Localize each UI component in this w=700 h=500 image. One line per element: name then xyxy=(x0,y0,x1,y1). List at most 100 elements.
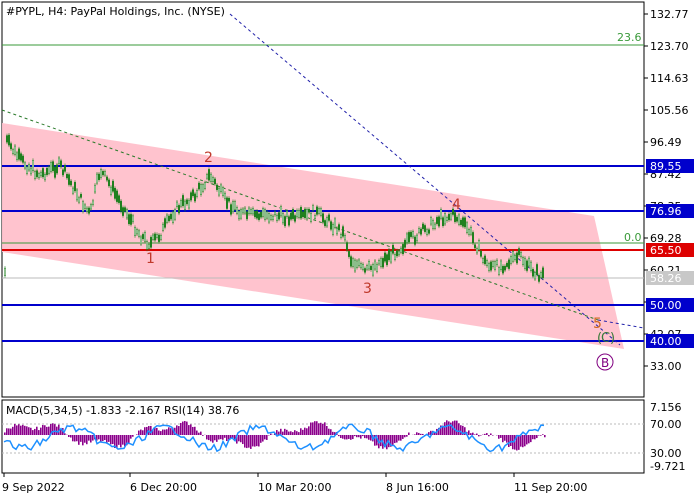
macd-bar xyxy=(472,432,474,435)
macd-bar xyxy=(328,428,330,435)
candle-body xyxy=(80,193,82,198)
wave-label-c-right: ) xyxy=(610,331,615,346)
candle-body xyxy=(186,199,188,205)
candle-body xyxy=(256,210,258,219)
macd-bar xyxy=(306,428,308,435)
macd-bar xyxy=(414,434,416,435)
macd-bar xyxy=(384,435,386,448)
candle-body xyxy=(432,220,434,229)
macd-bar xyxy=(166,429,168,435)
candle-body xyxy=(446,217,448,221)
candle-body xyxy=(206,174,208,179)
macd-bar xyxy=(430,430,432,435)
candle-body xyxy=(450,213,452,220)
candle-body xyxy=(510,256,512,264)
candle-body xyxy=(172,211,174,223)
candle-body xyxy=(318,208,320,214)
macd-bar xyxy=(64,433,66,435)
candle-body xyxy=(166,214,168,223)
candle-body xyxy=(198,182,200,190)
macd-bar xyxy=(444,422,446,435)
candle-body xyxy=(208,169,210,181)
candle-body xyxy=(460,219,462,225)
macd-bar xyxy=(318,423,320,435)
macd-bar xyxy=(282,431,284,435)
candle-body xyxy=(122,207,124,216)
macd-bar xyxy=(292,432,294,435)
macd-bar xyxy=(258,435,260,447)
macd-bar xyxy=(82,435,84,446)
candle-body xyxy=(32,160,34,172)
candle-body xyxy=(416,234,418,242)
macd-bar xyxy=(58,424,60,435)
macd-bar xyxy=(156,427,158,435)
macd-bar xyxy=(104,435,106,441)
candle-body xyxy=(338,224,340,231)
candle-body xyxy=(108,179,110,187)
candle-body xyxy=(472,232,474,244)
macd-bar xyxy=(8,428,10,435)
candle-body xyxy=(492,261,494,267)
candle-body xyxy=(240,209,242,219)
macd-bar xyxy=(524,435,526,447)
candle-body xyxy=(464,217,466,228)
macd-bar xyxy=(402,435,404,439)
candle-body xyxy=(326,217,328,227)
candle-body xyxy=(362,263,364,270)
macd-bar xyxy=(112,435,114,445)
macd-bar xyxy=(498,435,500,439)
candle-body xyxy=(22,155,24,163)
candle-body xyxy=(418,228,420,233)
candle-body xyxy=(104,171,106,176)
macd-bar xyxy=(470,433,472,435)
candle-body xyxy=(500,260,502,271)
macd-bar xyxy=(228,435,230,440)
macd-bar xyxy=(176,425,178,435)
macd-bar xyxy=(12,426,14,435)
macd-bar xyxy=(280,428,282,435)
candle-body xyxy=(382,258,384,268)
candle-body xyxy=(400,247,402,253)
candle-body xyxy=(112,180,114,192)
candle-body xyxy=(454,212,456,222)
price-tick: 96.49 xyxy=(650,136,682,149)
candle-body xyxy=(360,263,362,269)
candle-body xyxy=(386,254,388,266)
candle-body xyxy=(230,204,232,215)
macd-bar xyxy=(120,435,122,448)
candle-body xyxy=(294,215,296,222)
macd-bar xyxy=(322,423,324,435)
macd-bar xyxy=(276,430,278,435)
macd-bar xyxy=(364,435,366,439)
macd-bar xyxy=(100,435,102,442)
rsi-line xyxy=(3,423,545,453)
macd-bar xyxy=(54,424,56,435)
current-price-tag-text: 58.26 xyxy=(650,272,682,285)
candle-body xyxy=(170,213,172,220)
macd-bar xyxy=(514,435,516,450)
level-tag-50-text: 50.00 xyxy=(650,299,682,312)
macd-bar xyxy=(532,435,534,440)
candle-body xyxy=(246,211,248,220)
candle-body xyxy=(200,184,202,195)
macd-bar xyxy=(312,422,314,435)
macd-bar xyxy=(296,431,298,435)
candle-body xyxy=(28,164,30,171)
macd-bar xyxy=(358,435,360,438)
macd-bar xyxy=(20,425,22,435)
candle-body xyxy=(274,211,276,216)
macd-bar xyxy=(534,435,536,440)
candle-body xyxy=(394,254,396,260)
macd-bar xyxy=(164,429,166,435)
candle-body xyxy=(518,248,520,256)
candle-body xyxy=(152,234,154,240)
macd-bar xyxy=(270,433,272,435)
candle-body xyxy=(250,209,252,214)
macd-bar xyxy=(326,426,328,435)
macd-bar xyxy=(46,426,48,435)
candle-body xyxy=(30,167,32,175)
macd-bar xyxy=(340,435,342,439)
candle-body xyxy=(320,208,322,216)
candle-body xyxy=(280,206,282,217)
macd-bar xyxy=(142,430,144,435)
